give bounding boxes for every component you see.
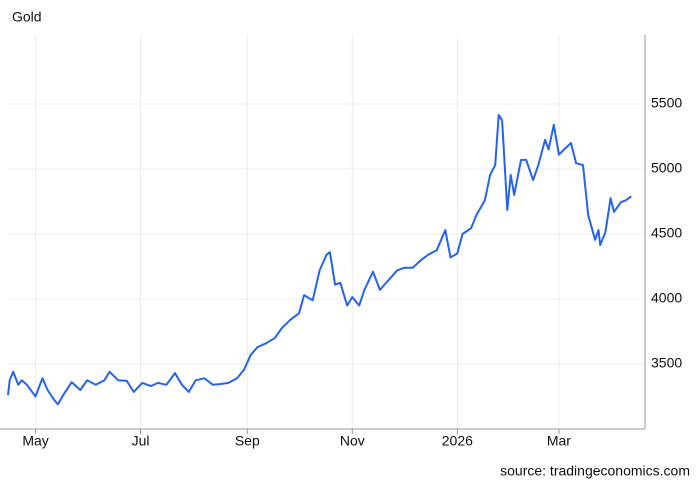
y-tick-label: 5500 xyxy=(651,95,682,111)
x-tick-label: 2026 xyxy=(442,433,473,449)
x-tick-label: May xyxy=(22,433,48,449)
source: source: tradingeconomics.com xyxy=(500,463,690,479)
x-tick-label: Sep xyxy=(235,433,260,449)
x-tick-label: Mar xyxy=(547,433,571,449)
y-tick-label: 3500 xyxy=(651,355,682,371)
x-tick-label: Nov xyxy=(340,433,365,449)
y-tick-label: 4500 xyxy=(651,225,682,241)
y-tick-label: 4000 xyxy=(651,290,682,306)
x-tick-label: Jul xyxy=(132,433,150,449)
price-line xyxy=(7,114,632,406)
y-tick-label: 5000 xyxy=(651,160,682,176)
chart-title: Gold xyxy=(12,9,42,25)
